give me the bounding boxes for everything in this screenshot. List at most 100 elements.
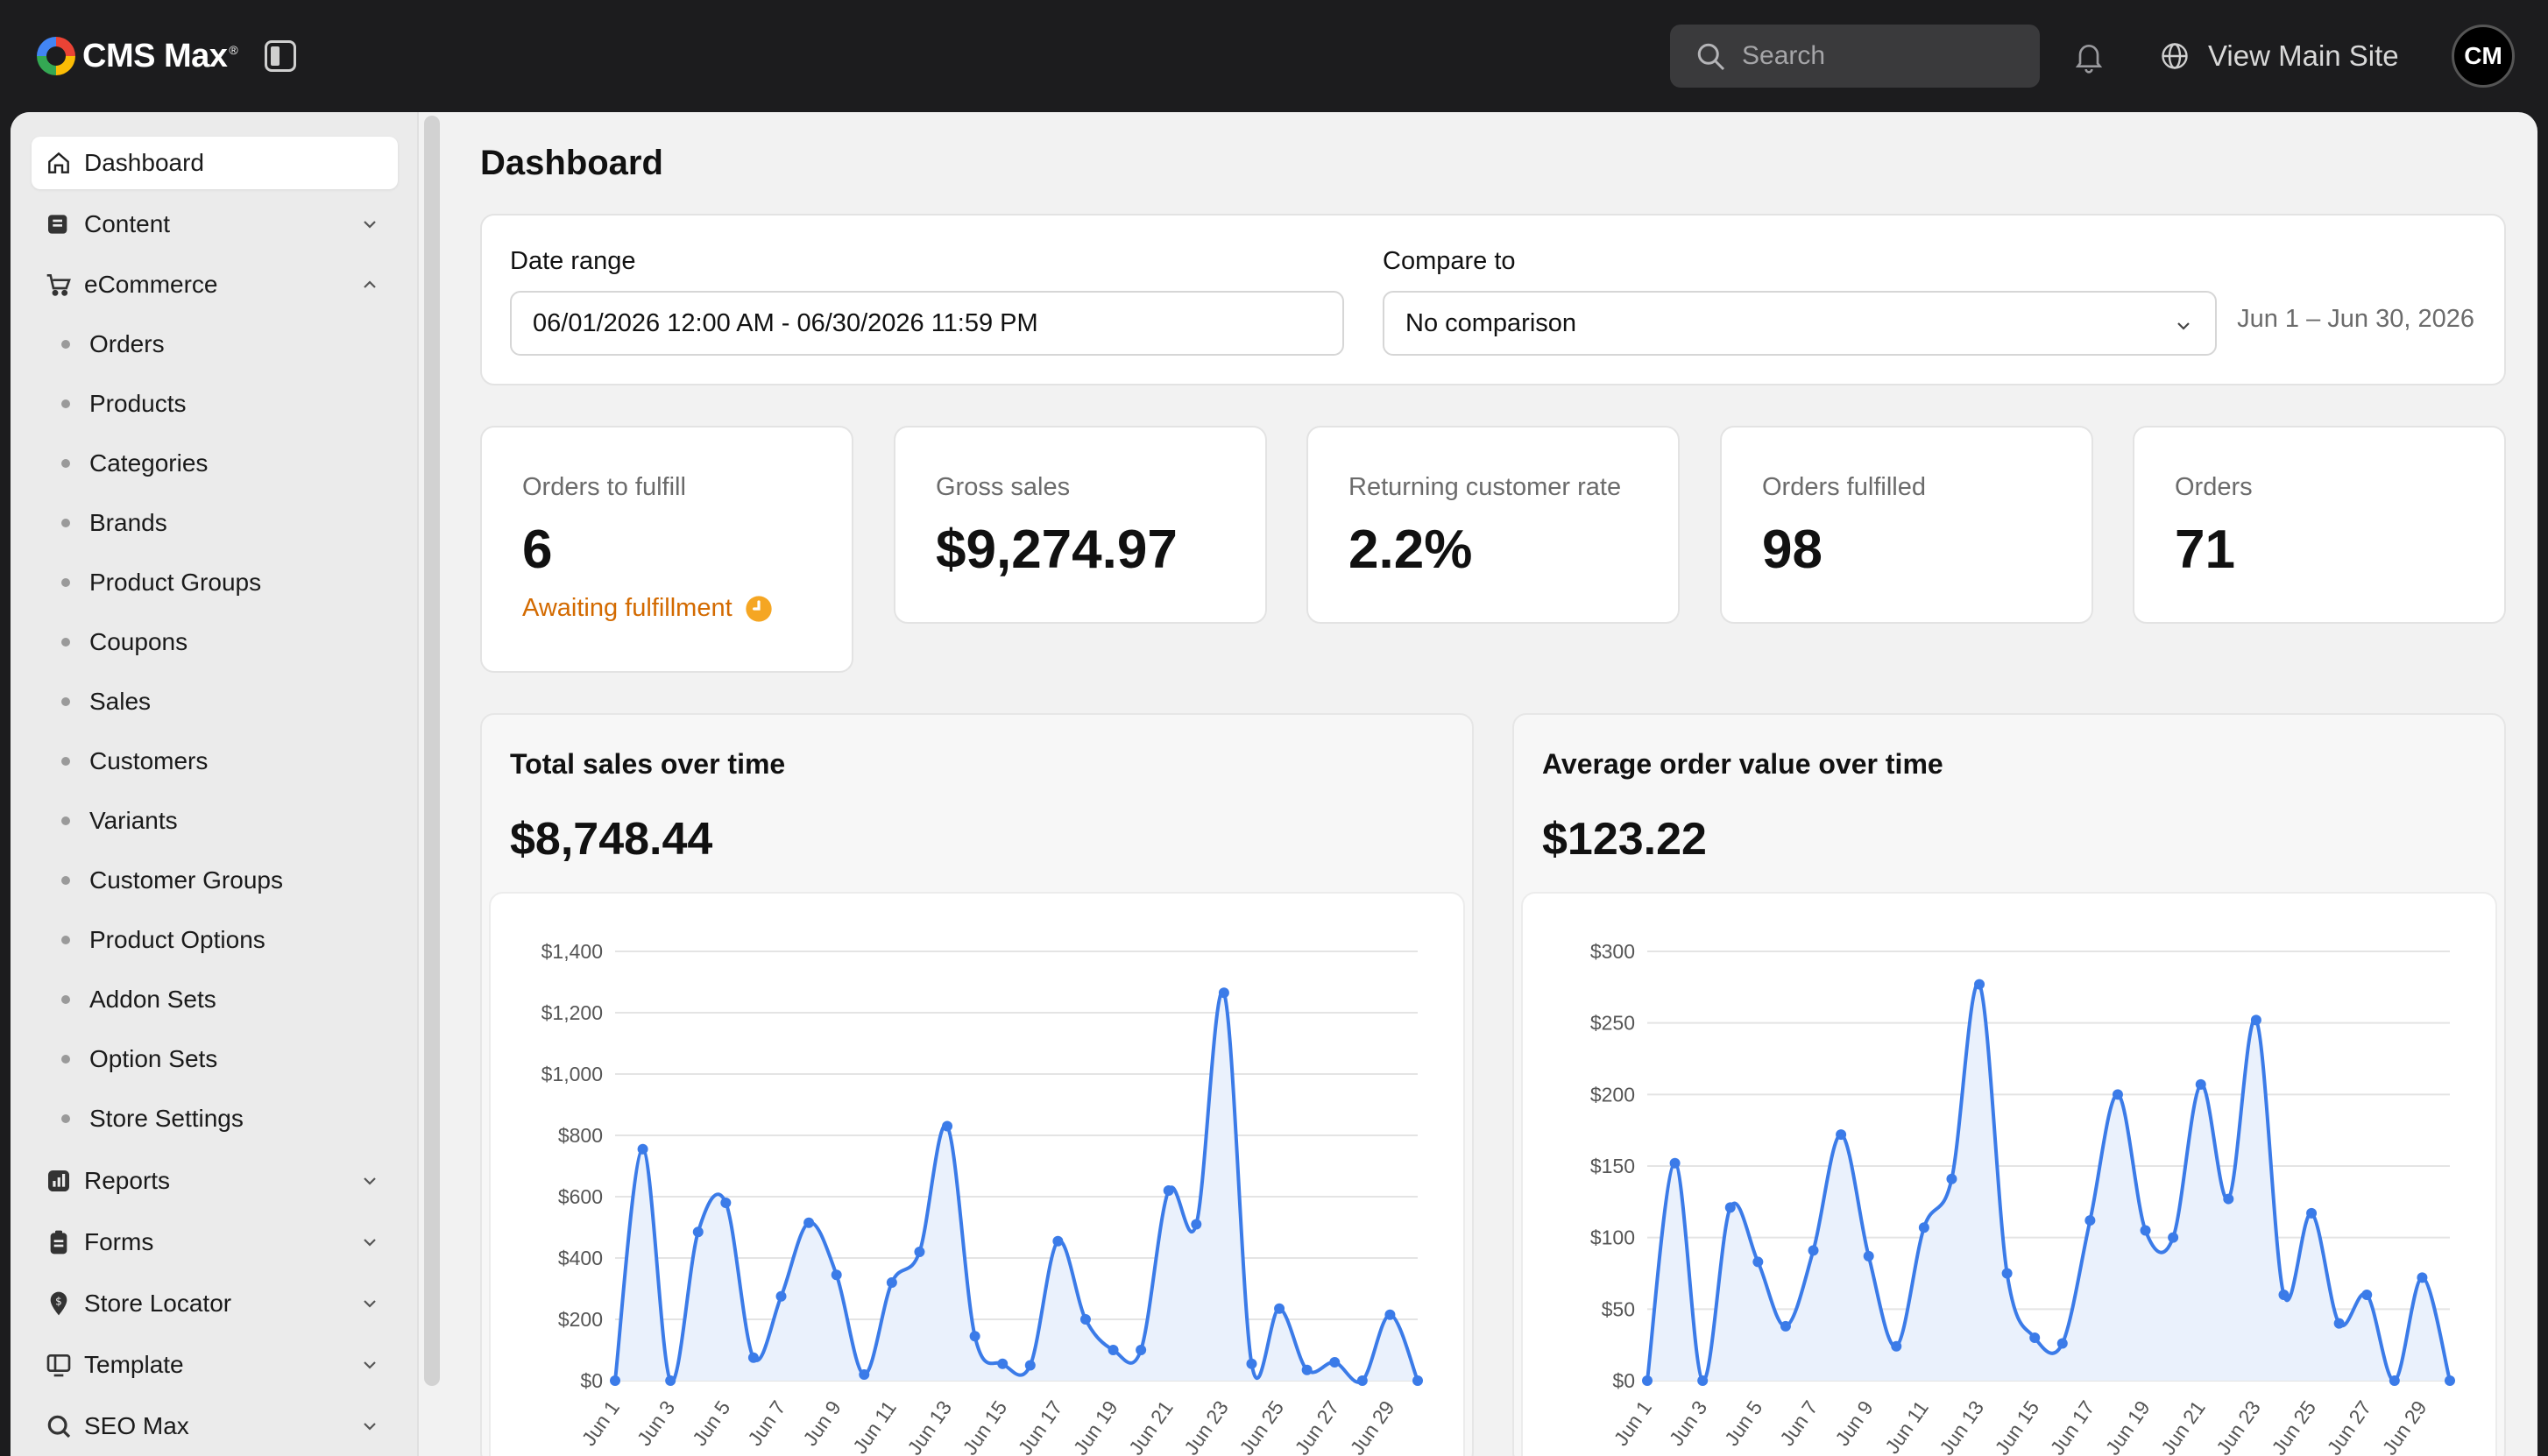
sidebar-subitem-store-settings[interactable]: Store Settings xyxy=(32,1094,398,1143)
date-range-summary: Jun 1 – Jun 30, 2026 xyxy=(2237,305,2474,333)
data-point xyxy=(1218,987,1229,999)
x-tick-label: Jun 29 xyxy=(1346,1396,1399,1456)
compare-to-select[interactable]: No comparison xyxy=(1383,291,2217,356)
chevron-down-icon[interactable] xyxy=(359,1293,380,1314)
x-tick-label: Jun 13 xyxy=(902,1396,956,1456)
search-input[interactable] xyxy=(1742,41,2005,71)
sidebar-subitem-option-sets[interactable]: Option Sets xyxy=(32,1035,398,1084)
sidebar-toggle-icon[interactable] xyxy=(265,40,296,72)
sidebar-item-forms[interactable]: Forms xyxy=(32,1216,398,1269)
sidebar-item-label: Content xyxy=(84,210,171,237)
sidebar-subitem-customers[interactable]: Customers xyxy=(32,737,398,786)
chart-title: Total sales over time xyxy=(510,748,786,780)
view-main-site-link[interactable]: View Main Site xyxy=(2159,33,2399,79)
sidebar-item-dashboard[interactable]: Dashboard xyxy=(32,137,398,189)
chevron-down-icon[interactable] xyxy=(359,1232,380,1253)
sidebar-subitem-label: Product Options xyxy=(89,926,265,953)
y-tick-label: $1,200 xyxy=(541,1001,603,1024)
stat-card-gross-sales[interactable]: Gross sales $9,274.97 xyxy=(894,426,1267,624)
avatar[interactable]: CM xyxy=(2452,25,2515,88)
date-range-input[interactable]: 06/01/2026 12:00 AM - 06/30/2026 11:59 P… xyxy=(510,291,1344,356)
data-point xyxy=(1191,1219,1202,1230)
bullet-icon xyxy=(61,578,70,587)
data-point xyxy=(831,1269,842,1281)
y-tick-label: $50 xyxy=(1602,1297,1635,1320)
y-tick-label: $600 xyxy=(558,1185,603,1208)
x-tick-label: Jun 19 xyxy=(2101,1396,2155,1456)
chevron-down-icon[interactable] xyxy=(359,1170,380,1191)
stat-card-orders-to-fulfill[interactable]: Orders to fulfill 6 Awaiting fulfillment xyxy=(480,426,853,673)
date-range-label: Date range xyxy=(510,247,636,275)
data-point xyxy=(1780,1320,1791,1332)
sidebar-subitem-product-options[interactable]: Product Options xyxy=(32,915,398,965)
data-point xyxy=(2417,1272,2428,1283)
x-tick-label: Jun 7 xyxy=(1775,1396,1823,1450)
chevron-up-icon[interactable] xyxy=(359,274,380,295)
sidebar-item-ecommerce[interactable]: eCommerce xyxy=(32,258,398,311)
data-point xyxy=(1412,1375,1423,1386)
x-tick-label: Jun 1 xyxy=(577,1396,625,1450)
data-point xyxy=(1246,1358,1257,1369)
sidebar-item-seo-max[interactable]: SEO Max xyxy=(32,1400,398,1452)
data-point xyxy=(637,1143,648,1155)
x-tick-label: Jun 29 xyxy=(2378,1396,2431,1456)
bell-icon[interactable] xyxy=(2071,39,2106,74)
x-tick-label: Jun 17 xyxy=(2046,1396,2099,1456)
sidebar-item-template[interactable]: Template xyxy=(32,1339,398,1391)
stat-value: 71 xyxy=(2175,519,2235,580)
sidebar: Dashboard Content eCommerce Orders Produ… xyxy=(11,112,419,1456)
data-point xyxy=(1752,1256,1764,1268)
chevron-down-icon[interactable] xyxy=(359,214,380,235)
sidebar-subitem-brands[interactable]: Brands xyxy=(32,498,398,548)
sidebar-subitem-orders[interactable]: Orders xyxy=(32,320,398,369)
x-tick-label: Jun 27 xyxy=(2322,1396,2375,1456)
data-point xyxy=(2112,1089,2123,1100)
sidebar-subitem-customer-groups[interactable]: Customer Groups xyxy=(32,856,398,905)
clipboard-icon xyxy=(44,1227,74,1257)
brand-name: CMS Max ® xyxy=(82,37,238,74)
aov-chart-card: Average order value over time $123.22 $0… xyxy=(1512,713,2506,1456)
brand-logo[interactable]: CMS Max ® xyxy=(37,35,238,77)
view-main-site-label: View Main Site xyxy=(2208,39,2399,72)
x-tick-label: Jun 5 xyxy=(1720,1396,1767,1450)
clock-icon xyxy=(745,595,772,622)
data-point xyxy=(1974,979,1985,990)
bullet-icon xyxy=(61,757,70,766)
sidebar-subitem-addon-sets[interactable]: Addon Sets xyxy=(32,975,398,1024)
data-point xyxy=(2084,1215,2096,1226)
stat-card-orders-fulfilled[interactable]: Orders fulfilled 98 xyxy=(1720,426,2093,624)
sidebar-subitem-variants[interactable]: Variants xyxy=(32,796,398,845)
data-point xyxy=(1079,1314,1091,1325)
sidebar-subitem-products[interactable]: Products xyxy=(32,379,398,428)
sidebar-subitem-product-groups[interactable]: Product Groups xyxy=(32,558,398,607)
x-tick-label: Jun 9 xyxy=(1830,1396,1878,1450)
top-bar: CMS Max® View Main Site CM xyxy=(0,0,2548,112)
bullet-icon xyxy=(61,816,70,825)
chevron-down-icon[interactable] xyxy=(359,1416,380,1437)
cart-icon xyxy=(44,270,74,300)
x-tick-label: Jun 25 xyxy=(2267,1396,2320,1456)
data-point xyxy=(1918,1222,1929,1233)
sidebar-subitem-coupons[interactable]: Coupons xyxy=(32,618,398,667)
search-box[interactable] xyxy=(1670,25,2040,88)
data-point xyxy=(2001,1268,2013,1279)
sidebar-item-label: Template xyxy=(84,1351,184,1378)
sidebar-item-content[interactable]: Content xyxy=(32,198,398,251)
data-point xyxy=(1329,1357,1341,1368)
sidebar-item-label: Forms xyxy=(84,1228,154,1255)
sidebar-item-reports[interactable]: Reports xyxy=(32,1155,398,1207)
stat-card-returning-customer-rate[interactable]: Returning customer rate 2.2% xyxy=(1306,426,1680,624)
y-tick-label: $0 xyxy=(580,1369,603,1392)
data-point xyxy=(1946,1173,1957,1184)
chevron-down-icon[interactable] xyxy=(359,1354,380,1375)
stat-card-orders[interactable]: Orders 71 xyxy=(2133,426,2506,624)
sidebar-item-store-locator[interactable]: $ Store Locator xyxy=(32,1277,398,1330)
sidebar-subitem-sales[interactable]: Sales xyxy=(32,677,398,726)
data-point xyxy=(1836,1129,1847,1141)
series-area xyxy=(615,991,1418,1382)
x-tick-label: Jun 15 xyxy=(958,1396,1011,1456)
stat-value: 6 xyxy=(522,519,553,580)
sidebar-scrollbar[interactable] xyxy=(424,116,440,1386)
sidebar-subitem-categories[interactable]: Categories xyxy=(32,439,398,488)
sidebar-item-label: Reports xyxy=(84,1167,171,1194)
